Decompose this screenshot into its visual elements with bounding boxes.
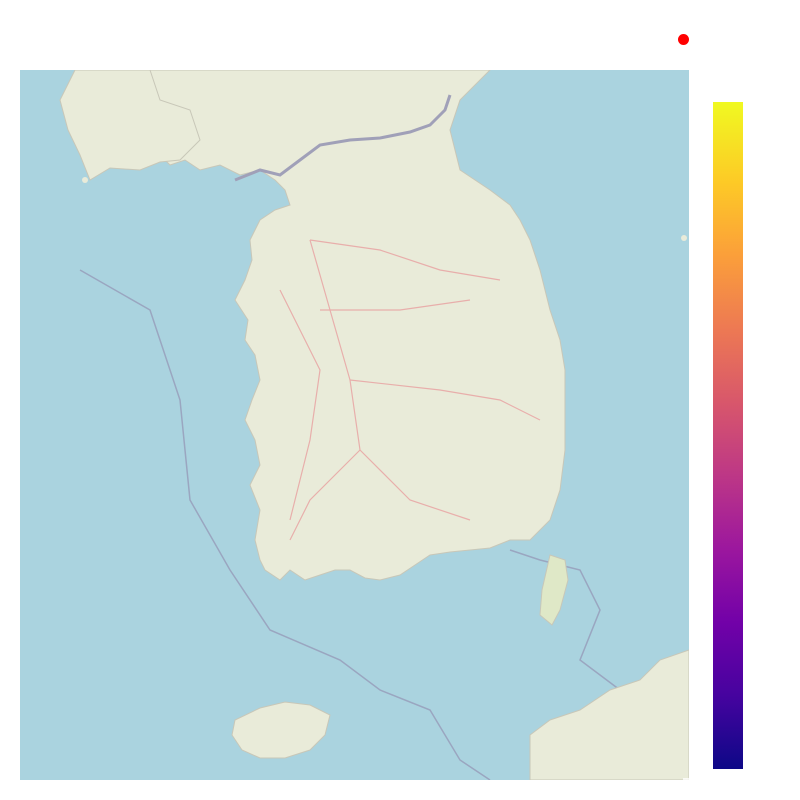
map-area[interactable] [20,70,689,780]
jeju-island [231,701,331,759]
maritime-boundary-line [79,269,491,780]
kyushu-land [529,649,689,780]
legend-surface-data[interactable] [678,34,703,45]
legend-marker-icon [678,34,689,45]
map-svg[interactable] [20,70,689,780]
islet [82,177,88,183]
islet [681,235,687,241]
map-attribution[interactable] [683,778,689,780]
korean-peninsula-land [74,70,566,581]
road-network [279,239,541,541]
dmz-border-line [234,94,452,182]
hwanghae-land [59,70,201,181]
colorbar [713,102,743,769]
tsushima-island [539,554,569,626]
